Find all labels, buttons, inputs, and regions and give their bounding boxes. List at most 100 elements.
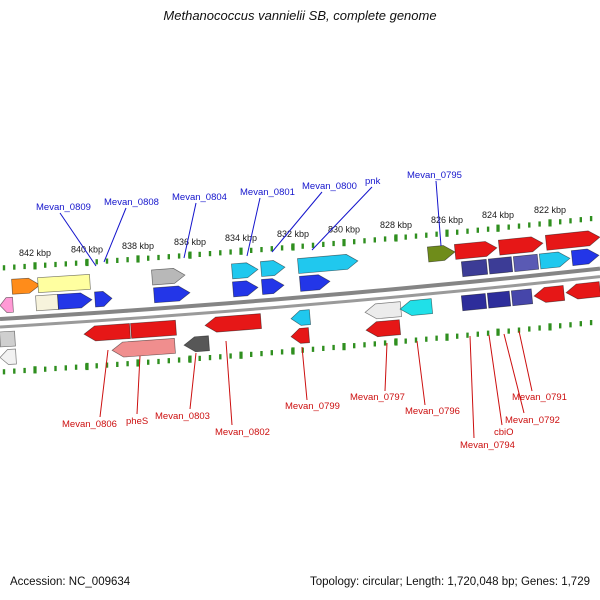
ruler-label: 838 kbp (122, 241, 154, 251)
ruler-tick-major (85, 258, 89, 267)
leader-line (416, 340, 426, 406)
ruler-tick-major (136, 255, 140, 263)
ruler-tick (95, 363, 98, 369)
gene-red-b5[interactable] (365, 319, 401, 338)
ruler-tick (54, 261, 57, 268)
gene-cyan-1[interactable] (231, 262, 259, 280)
ruler-label: 840 kbp (71, 245, 103, 255)
gene-red-b6[interactable] (533, 285, 566, 303)
gene-ivory-rect[interactable] (35, 294, 59, 312)
ruler-tick-major (496, 224, 500, 232)
ruler-tick (383, 236, 387, 242)
gene-label[interactable]: Mevan_0796 (405, 406, 460, 417)
gene-label[interactable]: Mevan_0799 (285, 401, 340, 412)
ruler-tick (322, 241, 325, 247)
gene-label[interactable]: Mevan_0791 (512, 392, 567, 403)
ruler-tick (177, 253, 181, 259)
leader-line (384, 342, 388, 392)
ruler-tick-major (548, 323, 552, 331)
ruler-tick (476, 227, 479, 233)
gene-cyan-big[interactable] (297, 253, 359, 274)
gene-cyan-2[interactable] (260, 260, 286, 277)
gene-red-t2[interactable] (497, 236, 544, 256)
ruler-tick (2, 265, 6, 271)
ruler-tick-major (188, 355, 192, 363)
gene-label[interactable]: pnk (365, 176, 381, 187)
gene-white-b[interactable] (0, 348, 17, 365)
ruler-tick-major (33, 366, 37, 374)
leader-line (136, 355, 141, 415)
gene-red-b3[interactable] (204, 313, 262, 333)
gene-blue-3[interactable] (153, 285, 191, 304)
gene-navy-t2[interactable] (487, 256, 514, 275)
gene-red-b4[interactable] (290, 327, 310, 344)
leader-line (518, 330, 533, 392)
gene-label[interactable]: Mevan_0809 (36, 202, 91, 213)
gene-label[interactable]: Mevan_0801 (240, 187, 295, 198)
gene-blue-5[interactable] (261, 278, 285, 295)
ruler-tick (579, 321, 582, 327)
gene-red-b2[interactable] (130, 319, 177, 339)
gene-blue-2[interactable] (94, 291, 113, 308)
gene-navy-b1[interactable] (460, 293, 488, 312)
gene-red-t1[interactable] (453, 240, 498, 260)
ruler-tick (250, 247, 253, 253)
gene-navy-b3[interactable] (510, 288, 534, 307)
ruler-tick (476, 331, 479, 337)
ruler-tick (23, 367, 26, 374)
gene-label[interactable]: Mevan_0802 (215, 427, 270, 438)
ruler-tick (250, 351, 253, 357)
ruler-tick (270, 350, 273, 356)
gene-blue-7[interactable] (570, 248, 600, 266)
gene-cyan-b2[interactable] (399, 298, 434, 317)
gene-red-b7[interactable] (565, 281, 600, 301)
gene-purple-t[interactable] (512, 253, 540, 272)
gene-label[interactable]: Mevan_0800 (302, 181, 357, 192)
ruler-tick-major (291, 347, 295, 355)
ruler-tick-major (394, 234, 398, 242)
ruler-tick (559, 323, 562, 329)
ruler-tick (147, 255, 150, 261)
gene-label[interactable]: Mevan_0803 (155, 411, 210, 422)
ruler-tick (528, 222, 531, 228)
gene-salmon[interactable] (111, 337, 176, 358)
gene-label[interactable]: pheS (126, 416, 148, 427)
ruler-tick (538, 221, 541, 227)
leader-line (488, 334, 503, 426)
gene-cyan-t3[interactable] (538, 251, 571, 270)
ruler-tick (208, 251, 212, 257)
leader-line (189, 352, 197, 410)
leader-line (503, 333, 525, 414)
gene-navy-b2[interactable] (486, 290, 512, 309)
gene-orange[interactable] (11, 277, 41, 295)
gene-red-t3[interactable] (544, 230, 600, 251)
ruler-tick (435, 335, 438, 341)
gene-label[interactable]: Mevan_0808 (104, 197, 159, 208)
gene-darkgray[interactable] (183, 335, 210, 353)
gene-blue-6[interactable] (299, 274, 331, 292)
gene-olive[interactable] (426, 244, 456, 263)
ruler-tick (126, 257, 129, 263)
gene-label[interactable]: Mevan_0795 (407, 170, 462, 181)
ruler-label: 826 kbp (431, 215, 463, 225)
ruler-tick-major (239, 351, 243, 359)
gene-label[interactable]: cbiO (494, 427, 514, 438)
gene-gray-b[interactable] (0, 330, 16, 348)
ruler-tick (157, 358, 160, 365)
gene-pink-left[interactable] (0, 296, 14, 313)
gene-label[interactable]: Mevan_0797 (350, 392, 405, 403)
gene-label[interactable]: Mevan_0792 (505, 415, 560, 426)
gene-blue-1[interactable] (57, 292, 93, 310)
gene-cyan-b1[interactable] (290, 309, 311, 327)
ruler-tick-major (394, 338, 398, 346)
gene-label[interactable]: Mevan_0794 (460, 440, 515, 451)
gene-blue-4[interactable] (232, 280, 259, 298)
gene-label[interactable]: Mevan_0804 (172, 192, 227, 203)
gene-label[interactable]: Mevan_0806 (62, 419, 117, 430)
gene-red-b1[interactable] (83, 323, 131, 342)
gene-yellow-rect[interactable] (37, 273, 91, 294)
gene-gray-arrow[interactable] (151, 268, 186, 286)
gene-navy-t1[interactable] (460, 258, 489, 278)
ruler-tick (208, 355, 212, 361)
gene-white-b2[interactable] (364, 301, 402, 320)
